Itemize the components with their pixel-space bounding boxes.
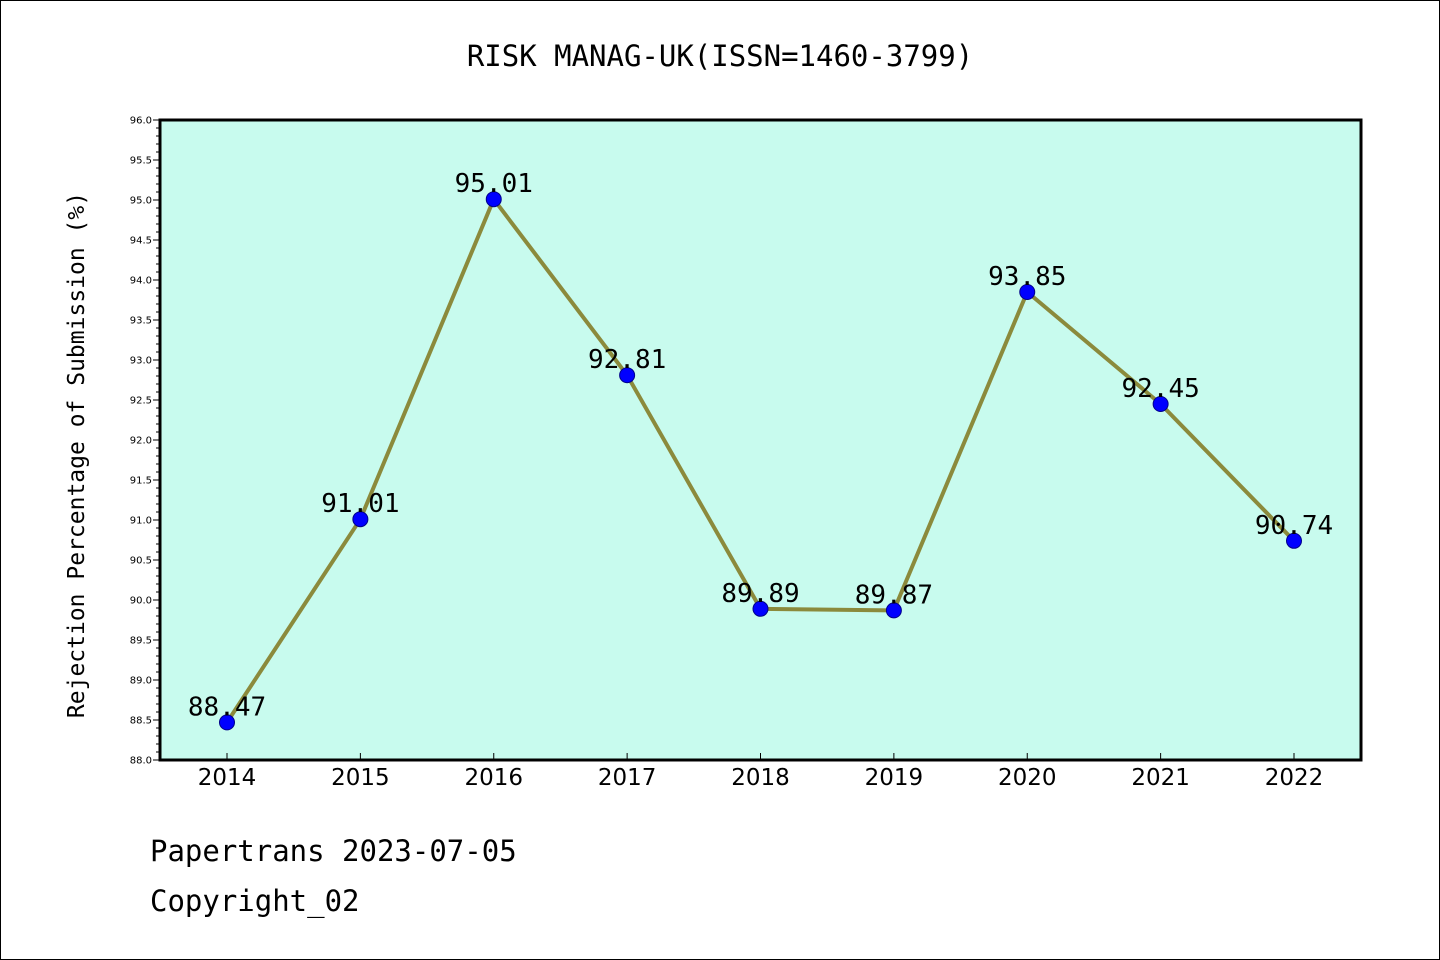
data-label: 92.81	[588, 345, 666, 375]
data-label: 92.45	[1121, 374, 1199, 404]
data-point	[619, 367, 636, 384]
data-label: 91.01	[321, 489, 399, 519]
y-tick-label: 88.5	[130, 716, 152, 727]
data-label: 93.85	[988, 262, 1066, 292]
x-tick-label: 2018	[731, 765, 790, 791]
data-point	[352, 511, 369, 528]
data-label: 89.89	[721, 579, 799, 609]
plot-area	[158, 118, 1363, 762]
chart-title: RISK MANAG-UK(ISSN=1460-3799)	[467, 39, 973, 73]
footer-date-text: Papertrans 2023-07-05	[150, 834, 517, 868]
x-tick-label: 2017	[598, 765, 657, 791]
data-point	[885, 602, 902, 619]
y-tick-label: 91.0	[130, 516, 152, 527]
y-tick-label: 90.5	[130, 556, 152, 567]
x-tick-label: 2014	[198, 765, 257, 791]
y-tick-label: 92.0	[130, 436, 152, 447]
footer-copyright-text: Copyright_02	[150, 884, 360, 918]
y-axis-label: Rejection Percentage of Submission (%)	[64, 192, 90, 718]
y-tick-label: 95.0	[130, 196, 152, 207]
y-tick-label: 89.5	[130, 636, 152, 647]
y-tick-label: 93.0	[130, 356, 152, 367]
y-tick-label: 91.5	[130, 476, 152, 487]
data-point	[1152, 396, 1169, 412]
data-point	[1286, 532, 1302, 549]
x-tick-label: 2016	[464, 765, 523, 791]
y-axis: 88.0 88.5 89.0 89.5 90.0 90.5 91.0 91.5 92.0 92.5…	[130, 116, 160, 767]
y-tick-label: 94.5	[130, 236, 152, 247]
x-tick-label: 2021	[1131, 765, 1190, 791]
data-point	[1019, 284, 1036, 300]
data-label: 88.47	[188, 692, 266, 722]
data-label: 90.74	[1255, 511, 1333, 541]
x-tick-label: 2019	[865, 765, 924, 791]
y-tick-label: 93.5	[130, 316, 152, 327]
series-group: 88.47 91.01 95.01 92.81 89.89 89.87 93.85 92.45…	[188, 169, 1333, 731]
data-point	[485, 191, 502, 208]
y-tick-label: 94.0	[130, 276, 152, 287]
y-tick-label: 95.5	[130, 156, 152, 167]
x-tick-label: 2015	[331, 765, 390, 791]
y-tick-label: 89.0	[130, 676, 152, 687]
data-label: 89.87	[855, 580, 933, 610]
y-tick-label: 88.0	[130, 756, 152, 767]
data-point	[219, 714, 235, 731]
x-axis: 2014 2015 2016 2017 2018 2019 2020 2021 2022	[198, 753, 1324, 791]
x-tick-label: 2020	[998, 765, 1057, 791]
data-label: 95.01	[455, 169, 533, 199]
x-tick-label: 2022	[1265, 765, 1324, 791]
y-tick-label: 96.0	[130, 116, 152, 127]
y-tick-label: 92.5	[130, 396, 152, 407]
data-point	[752, 600, 769, 617]
y-tick-label: 90.0	[130, 596, 152, 607]
